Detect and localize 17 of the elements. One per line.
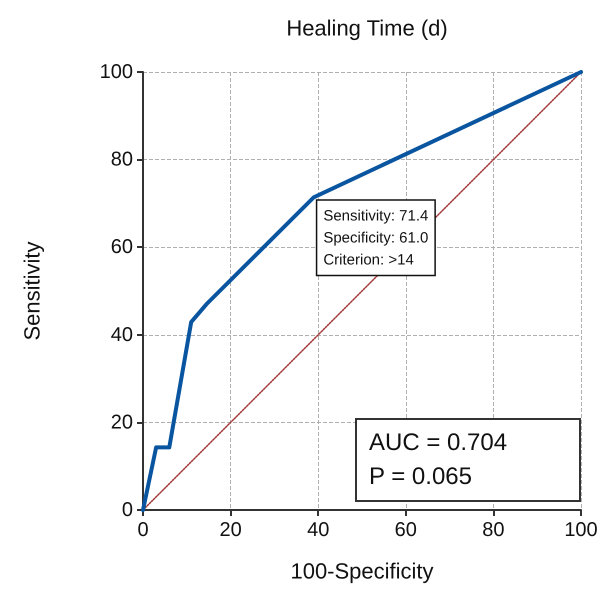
y-tick-label: 40 (110, 324, 133, 346)
y-tick-label: 20 (110, 411, 133, 434)
y-tick-label: 100 (100, 61, 133, 83)
annotation: Sensitivity: 71.4 Specificity: 61.0 Criterion: >14 (323, 207, 428, 268)
y-tick-label: 80 (110, 148, 133, 171)
chart-title: Healing Time (d) (286, 16, 448, 40)
x-tick-label: 100 (564, 519, 598, 541)
note-box: AUC = 0.704 P = 0.065 (355, 418, 582, 502)
x-axis-title: 100-Specificity (290, 558, 434, 584)
x-tick-label: 0 (137, 519, 149, 541)
x-tick-label: 40 (307, 519, 330, 541)
y-tick-label: 60 (110, 236, 133, 258)
x-tick-label: 20 (219, 519, 242, 541)
x-tick-label: 80 (482, 519, 505, 541)
y-tick-label: 0 (122, 499, 133, 521)
y-axis-title: Sensitivity (20, 241, 44, 341)
x-tick-label: 60 (394, 519, 417, 541)
